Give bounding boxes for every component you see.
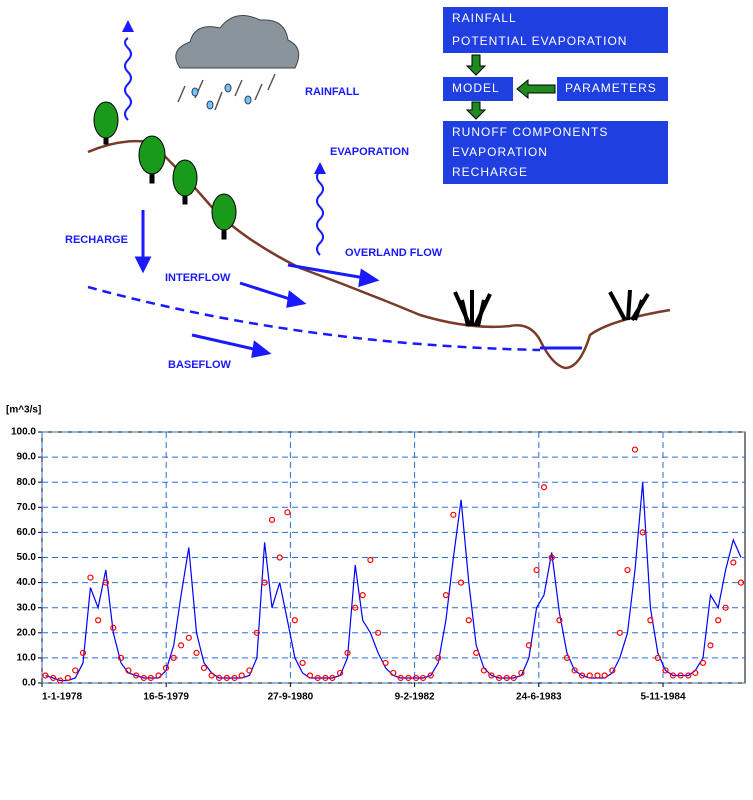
data-point xyxy=(731,560,736,565)
label-overland-flow: OVERLAND FLOW xyxy=(345,247,443,259)
y-axis-label: [m^3/s] xyxy=(6,405,41,416)
x-tick-label: 1-1-1978 xyxy=(42,692,82,703)
data-point xyxy=(716,618,721,623)
y-tick-label: 0.0 xyxy=(22,678,36,689)
data-point xyxy=(701,660,706,665)
box-text: RAINFALL xyxy=(452,11,517,25)
data-point xyxy=(179,643,184,648)
data-point xyxy=(383,660,388,665)
wavy-arrow xyxy=(125,38,131,120)
data-line xyxy=(46,482,742,680)
data-point xyxy=(80,650,85,655)
data-point xyxy=(285,510,290,515)
data-point xyxy=(88,575,93,580)
x-tick-label: 16-5-1979 xyxy=(143,692,189,703)
label-baseflow: BASEFLOW xyxy=(168,359,232,371)
box-text: EVAPORATION xyxy=(452,145,548,159)
y-tick-label: 40.0 xyxy=(17,577,37,588)
box-text: RECHARGE xyxy=(452,165,528,179)
data-point xyxy=(587,673,592,678)
y-tick-label: 20.0 xyxy=(17,627,37,638)
data-point xyxy=(474,650,479,655)
data-point xyxy=(65,675,70,680)
drops xyxy=(192,84,251,109)
wavy-arrow xyxy=(317,171,323,255)
data-point xyxy=(186,635,191,640)
y-tick-label: 80.0 xyxy=(17,477,37,488)
x-tick-label: 5-11-1984 xyxy=(641,692,686,703)
trees xyxy=(94,102,236,239)
y-tick-label: 90.0 xyxy=(17,452,37,463)
label-rainfall: RAINFALL xyxy=(305,86,360,98)
label-interflow: INTERFLOW xyxy=(165,272,231,284)
x-tick-label: 9-2-1982 xyxy=(395,692,435,703)
y-tick-label: 60.0 xyxy=(17,527,37,538)
data-point xyxy=(632,447,637,452)
y-tick-label: 10.0 xyxy=(17,653,37,664)
box-text: PARAMETERS xyxy=(565,81,657,95)
data-point xyxy=(542,485,547,490)
data-point xyxy=(595,673,600,678)
arrow-head xyxy=(122,20,134,32)
box-text: RUNOFF COMPONENTS xyxy=(452,125,608,139)
data-point xyxy=(239,673,244,678)
data-point xyxy=(368,558,373,563)
data-point xyxy=(625,568,630,573)
data-point xyxy=(443,593,448,598)
data-point xyxy=(96,618,101,623)
data-point xyxy=(602,673,607,678)
arrow-head xyxy=(314,162,326,174)
x-tick-label: 24-6-1983 xyxy=(516,692,562,703)
cloud xyxy=(176,16,299,69)
data-point xyxy=(308,673,313,678)
y-tick-label: 50.0 xyxy=(17,552,37,563)
x-tick-label: 27-9-1980 xyxy=(268,692,314,703)
data-point xyxy=(300,660,305,665)
data-point xyxy=(451,512,456,517)
y-tick-label: 30.0 xyxy=(17,602,37,613)
data-point xyxy=(201,665,206,670)
data-point xyxy=(270,517,275,522)
data-point xyxy=(194,650,199,655)
label-recharge: RECHARGE xyxy=(65,234,128,246)
data-point xyxy=(292,618,297,623)
data-point xyxy=(466,618,471,623)
data-point xyxy=(534,568,539,573)
y-tick-label: 100.0 xyxy=(11,427,36,438)
data-point xyxy=(617,630,622,635)
box-text: MODEL xyxy=(452,81,500,95)
data-point xyxy=(73,668,78,673)
page: RAINFALL EVAPORATION RECHARGE INTERFLOW … xyxy=(0,0,753,800)
data-point xyxy=(360,593,365,598)
label-evaporation: EVAPORATION xyxy=(330,146,409,158)
data-point xyxy=(209,673,214,678)
y-tick-label: 70.0 xyxy=(17,502,37,513)
data-point xyxy=(708,643,713,648)
diagram: RAINFALL EVAPORATION RECHARGE INTERFLOW … xyxy=(65,7,670,371)
box-text: POTENTIAL EVAPORATION xyxy=(452,34,627,48)
